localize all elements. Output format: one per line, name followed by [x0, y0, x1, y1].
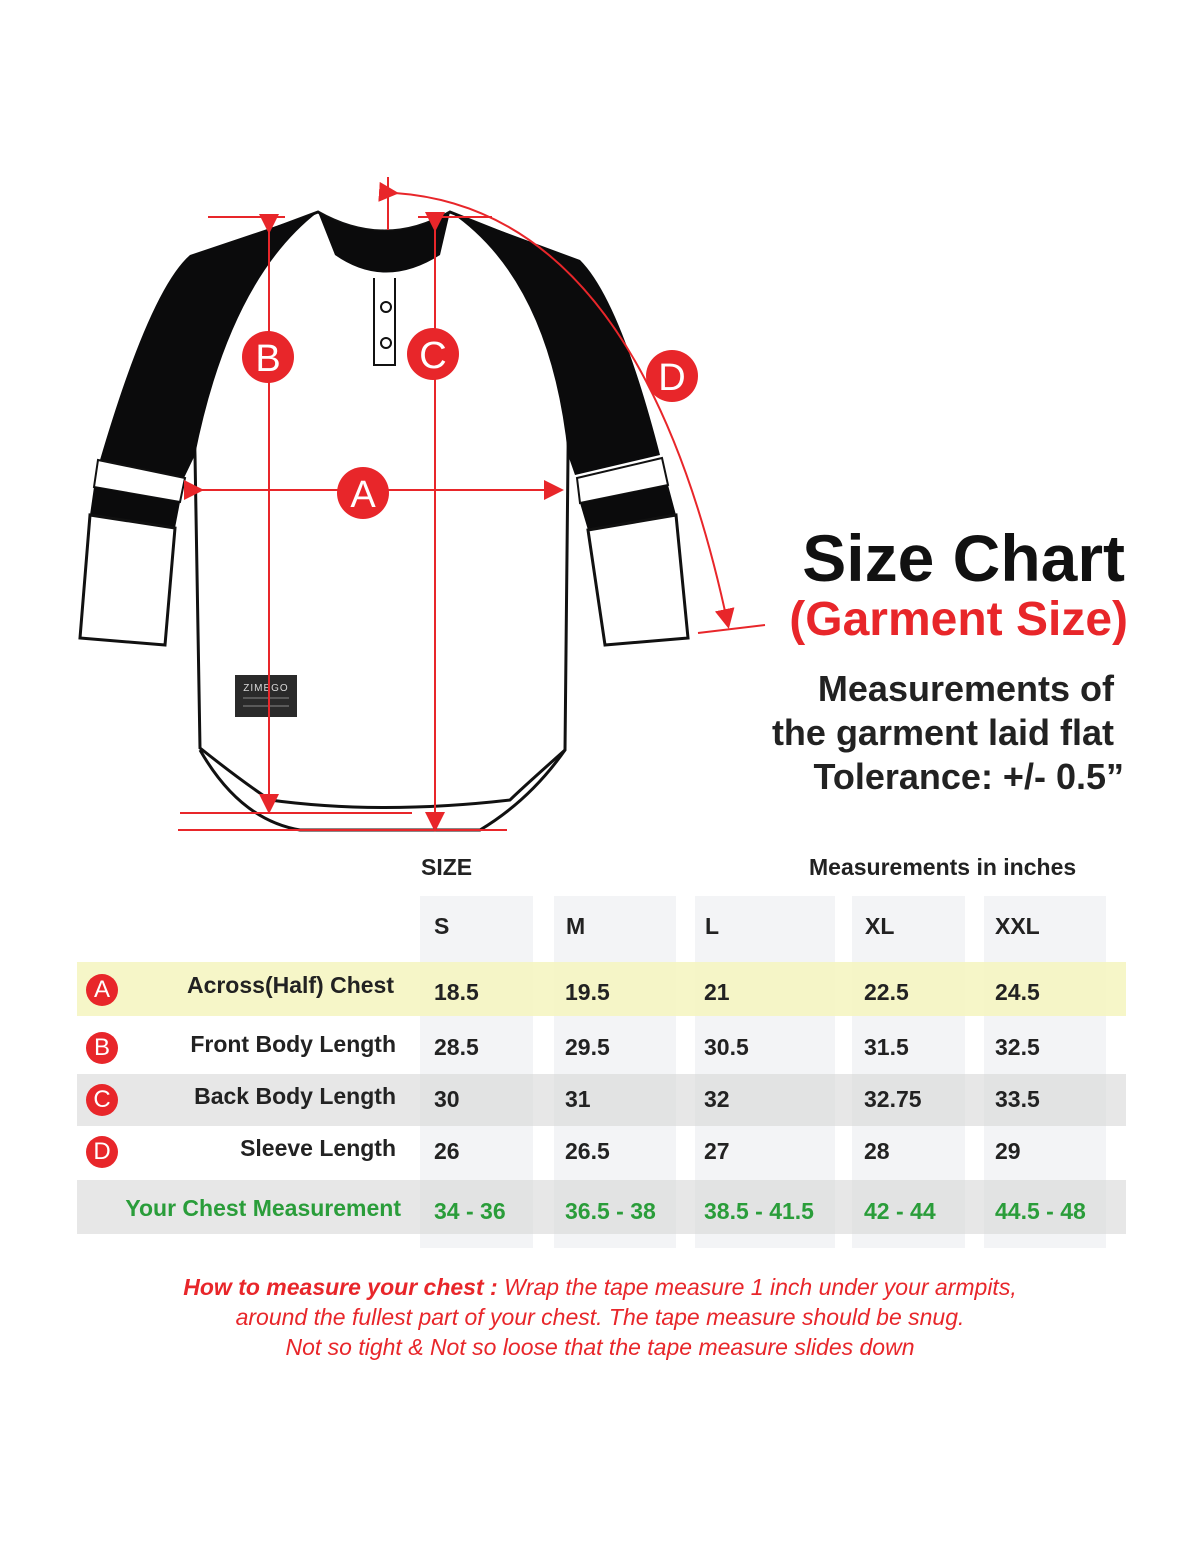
chest-cell: 38.5 - 41.5 — [704, 1198, 814, 1224]
unit-heading: Measurements in inches — [809, 854, 1077, 880]
page-title: Size Chart — [802, 521, 1125, 595]
table-cell: 32.75 — [864, 1086, 922, 1112]
chest-cell: 44.5 - 48 — [995, 1198, 1086, 1224]
label-b: B — [255, 338, 280, 380]
shirt-diagram: ZIMEGO B C A D — [78, 177, 766, 832]
row-badge: A — [86, 974, 118, 1006]
table-cell: 27 — [704, 1138, 730, 1164]
howto-line: around the fullest part of your chest. T… — [235, 1304, 965, 1330]
howto-lead: How to measure your chest : — [183, 1274, 498, 1300]
table-cell: 21 — [704, 979, 730, 1005]
chest-label: Your Chest Measurement — [125, 1195, 401, 1221]
chest-cell: 34 - 36 — [434, 1198, 506, 1224]
note-line: the garment laid flat — [771, 712, 1114, 753]
size-header: M — [566, 913, 586, 939]
table-cell: 19.5 — [565, 979, 610, 1005]
table-cell: 28 — [864, 1138, 890, 1164]
howto-line: Wrap the tape measure 1 inch under your … — [497, 1274, 1017, 1300]
chest-cell: 36.5 - 38 — [565, 1198, 656, 1224]
table-cell: 31 — [565, 1086, 591, 1112]
left-sleeve — [100, 212, 318, 480]
table-cell: 29 — [995, 1138, 1021, 1164]
table-cell: 22.5 — [864, 979, 909, 1005]
size-header: S — [434, 913, 450, 939]
brand-tag-text: ZIMEGO — [243, 683, 288, 694]
row-badge: D — [86, 1136, 118, 1168]
label-d: D — [658, 357, 685, 399]
table-cell: 28.5 — [434, 1034, 479, 1060]
table-cell: 18.5 — [434, 979, 479, 1005]
row-badge: C — [86, 1084, 118, 1116]
table-cell: 30 — [434, 1086, 460, 1112]
row-label: Sleeve Length — [240, 1135, 396, 1161]
table-cell: 24.5 — [995, 979, 1040, 1005]
row-badge: B — [86, 1032, 118, 1064]
table-cell: 31.5 — [864, 1034, 909, 1060]
table-cell: 29.5 — [565, 1034, 610, 1060]
how-to-measure: How to measure your chest : Wrap the tap… — [0, 1272, 1200, 1362]
size-header: XL — [865, 913, 895, 939]
page-subtitle: (Garment Size) — [789, 593, 1128, 646]
brand-tag — [235, 675, 297, 717]
size-heading: SIZE — [421, 854, 473, 880]
size-header: XXL — [995, 913, 1040, 939]
note-line: Tolerance: +/- 0.5” — [813, 756, 1124, 797]
note-line: Measurements of — [817, 668, 1114, 709]
table-cell: 26.5 — [565, 1138, 610, 1164]
label-a: A — [350, 474, 376, 516]
row-label: Front Body Length — [190, 1031, 396, 1057]
chest-cell: 42 - 44 — [864, 1198, 936, 1224]
size-header: L — [705, 913, 720, 939]
row-label: Across(Half) Chest — [186, 972, 394, 998]
table-cell: 32.5 — [995, 1034, 1040, 1060]
table-cell: 33.5 — [995, 1086, 1040, 1112]
table-cell: 32 — [704, 1086, 730, 1112]
label-c: C — [419, 335, 446, 377]
table-cell: 26 — [434, 1138, 460, 1164]
table-cell: 30.5 — [704, 1034, 749, 1060]
howto-line: Not so tight & Not so loose that the tap… — [285, 1334, 915, 1360]
row-label: Back Body Length — [194, 1083, 396, 1109]
